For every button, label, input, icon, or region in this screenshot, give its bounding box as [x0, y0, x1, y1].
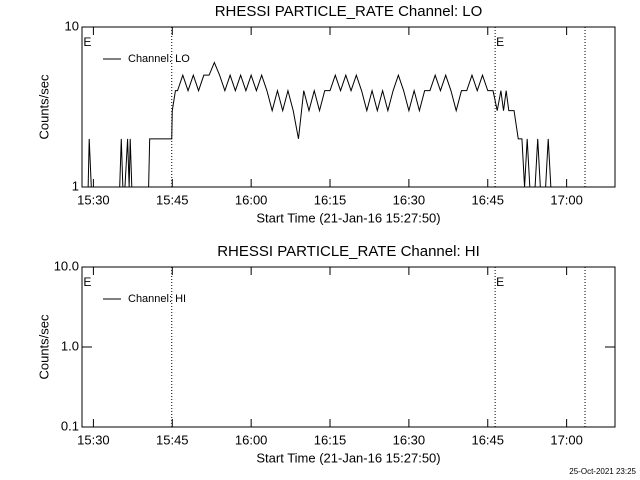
x-tick-label: 15:45: [156, 192, 189, 207]
x-tick-label: 15:30: [77, 432, 110, 447]
y-axis-label: Counts/sec: [36, 74, 51, 140]
x-tick-label: 16:15: [314, 192, 347, 207]
x-tick-label: 17:00: [550, 432, 583, 447]
y-tick-label: 0.1: [61, 418, 79, 433]
chart-title: RHESSI PARTICLE_RATE Channel: HI: [217, 243, 480, 260]
annotation: E: [496, 35, 504, 49]
annotation: E: [83, 275, 91, 289]
x-tick-label: 16:00: [235, 432, 268, 447]
y-tick-label: 1.0: [61, 338, 79, 353]
y-axis-label: Counts/sec: [36, 314, 51, 380]
annotation: E: [83, 35, 91, 49]
x-tick-label: 16:45: [471, 192, 504, 207]
x-tick-label: 16:30: [393, 432, 426, 447]
x-tick-label: 16:30: [393, 192, 426, 207]
plot-frame: [81, 26, 616, 188]
footer: 25-Oct-2021 23:25: [569, 467, 636, 476]
x-tick-label: 15:30: [77, 192, 110, 207]
y-tick-label: 10.0: [54, 258, 79, 273]
annotation: E: [496, 275, 504, 289]
y-tick-label: 10: [65, 18, 79, 33]
chart-title: RHESSI PARTICLE_RATE Channel: LO: [215, 3, 483, 20]
x-tick-label: 16:45: [471, 432, 504, 447]
x-axis-label: Start Time (21-Jan-16 15:27:50): [256, 450, 440, 465]
x-tick-label: 16:00: [235, 192, 268, 207]
x-tick-label: 17:00: [550, 192, 583, 207]
legend-label: Channel: HI: [128, 293, 186, 305]
x-tick-label: 16:15: [314, 432, 347, 447]
y-tick-label: 1: [72, 178, 79, 193]
x-axis-label: Start Time (21-Jan-16 15:27:50): [256, 210, 440, 225]
x-tick-label: 15:45: [156, 432, 189, 447]
legend-label: Channel: LO: [128, 53, 190, 65]
data-line: [82, 61, 556, 188]
